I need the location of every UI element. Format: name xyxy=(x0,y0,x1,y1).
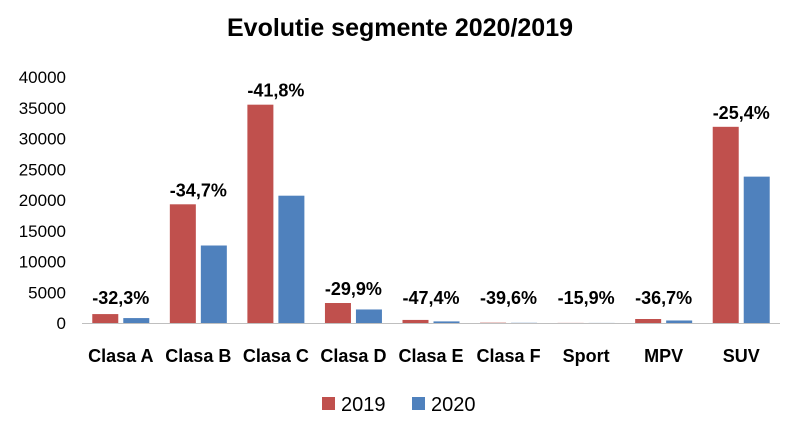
bar-2019 xyxy=(402,319,429,323)
y-tick-label: 10000 xyxy=(19,253,66,272)
y-tick-label: 35000 xyxy=(19,99,66,118)
legend-label: 2020 xyxy=(431,394,476,416)
bar-2020 xyxy=(743,176,770,323)
bar-2020 xyxy=(355,309,382,323)
x-tick-label: Clasa E xyxy=(398,346,463,366)
chart-title: Evolutie segmente 2020/2019 xyxy=(226,14,574,42)
legend-label: 2019 xyxy=(341,394,386,416)
data-label: -29,9% xyxy=(325,279,382,299)
bar-2019 xyxy=(712,126,739,323)
data-label: -34,7% xyxy=(170,180,227,200)
y-tick-label: 40000 xyxy=(19,68,66,87)
bar-2019 xyxy=(92,314,119,323)
y-tick-label: 30000 xyxy=(19,130,66,149)
bar-2019 xyxy=(169,204,196,323)
x-tick-label: Clasa D xyxy=(320,346,386,366)
x-tick-label: Clasa C xyxy=(243,346,309,366)
data-label: -15,9% xyxy=(558,288,615,308)
x-tick-label: Sport xyxy=(563,346,610,366)
data-label: -25,4% xyxy=(713,103,770,123)
x-tick-label: Clasa A xyxy=(88,346,153,366)
data-label: -32,3% xyxy=(92,288,149,308)
legend-swatch-2019 xyxy=(322,397,335,410)
bar-2019 xyxy=(247,104,274,323)
bar-2020 xyxy=(200,245,227,323)
bar-2020 xyxy=(123,318,150,323)
y-tick-label: 15000 xyxy=(19,222,66,241)
bar-2019 xyxy=(324,303,351,323)
bar-2020 xyxy=(278,195,305,323)
y-tick-label: 5000 xyxy=(28,283,66,302)
bar-2020 xyxy=(433,321,460,323)
y-tick-label: 20000 xyxy=(19,191,66,210)
data-label: -47,4% xyxy=(402,288,459,308)
data-label: -39,6% xyxy=(480,288,537,308)
y-tick-label: 0 xyxy=(57,314,66,333)
legend-swatch-2020 xyxy=(412,397,425,410)
x-tick-label: Clasa F xyxy=(477,346,541,366)
x-tick-label: SUV xyxy=(723,346,760,366)
x-tick-label: MPV xyxy=(644,346,683,366)
data-label: -41,8% xyxy=(247,81,304,101)
x-tick-label: Clasa B xyxy=(165,346,231,366)
bar-2019 xyxy=(635,319,662,323)
data-label: -36,7% xyxy=(635,288,692,308)
bar-2020 xyxy=(666,320,693,323)
y-tick-label: 25000 xyxy=(19,160,66,179)
